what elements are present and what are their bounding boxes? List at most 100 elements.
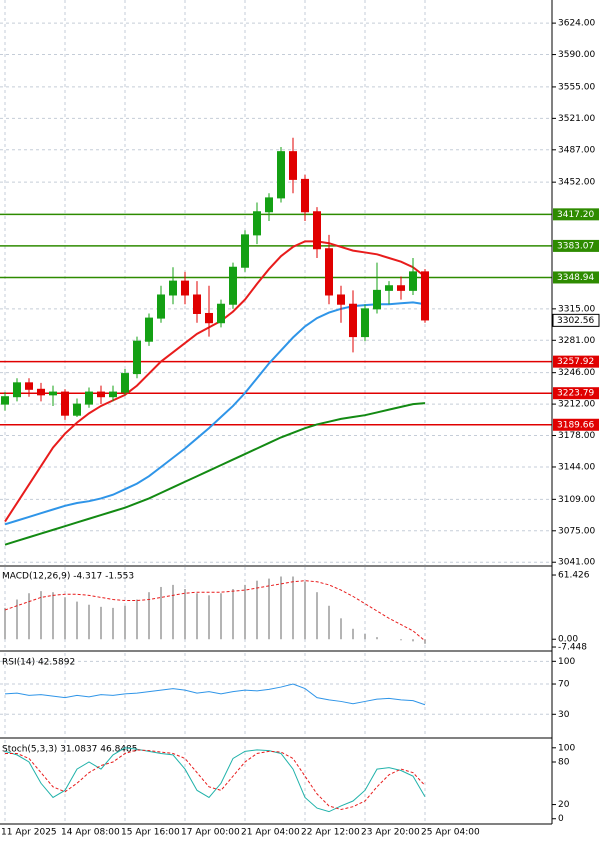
candle-body [85,391,93,405]
x-tick-label: 15 Apr 16:00 [121,828,180,838]
x-tick-label: 14 Apr 08:00 [61,828,120,838]
candle-body [217,303,225,324]
y-tick-label: 100 [558,657,575,667]
histogram-bar [352,628,354,640]
level-label: 3223.79 [557,389,594,399]
candle-body [97,391,105,398]
candle-body [325,248,333,296]
candle-body [313,211,321,250]
candle-body [277,151,285,199]
candle-body [181,280,189,296]
histogram-bar [40,591,42,640]
histogram-bar [256,580,258,640]
histogram-bar [64,597,66,640]
histogram-bar [412,639,414,642]
candle-body [61,391,69,416]
indicator-line [4,580,426,642]
indicator-line [4,240,426,523]
histogram-bar [196,593,198,640]
candle-body [121,373,129,393]
histogram-bar [28,593,30,640]
level-label: 3383.07 [557,241,594,251]
level-label: 3189.66 [557,420,594,430]
candle-body [361,308,369,338]
histogram-bar [244,584,246,640]
y-tick-label: 3315.00 [558,304,595,314]
y-tick-label: 3624.00 [558,19,595,29]
histogram-bar [124,605,126,640]
candle-body [409,271,417,291]
histogram-bar [220,593,222,640]
histogram-bar [304,581,306,640]
histogram-bar [340,618,342,640]
candle-body [193,294,201,314]
candle-body [253,211,261,236]
histogram-bar [160,586,162,640]
y-tick-label: 3109.00 [558,495,595,505]
y-tick-label: 3144.00 [558,462,595,472]
histogram-bar [280,576,282,640]
candle-body [133,340,141,375]
candle-body [265,197,273,213]
histogram-bar [424,639,426,644]
y-tick-label: 70 [558,680,570,690]
price-box [552,313,600,327]
histogram-bar [232,589,234,640]
histogram-bar [4,607,6,640]
level-label-box [553,208,599,221]
histogram-bar [16,599,18,640]
y-tick-label: 3246.00 [558,368,595,378]
candle-body [25,382,33,390]
level-label-box [553,271,599,284]
candle-body [1,396,9,405]
candle-body [37,388,45,396]
level-label: 3417.20 [557,210,594,220]
histogram-bar [184,589,186,640]
y-tick-label: 3281.00 [558,336,595,346]
indicator-line [4,402,426,546]
candle-body [241,234,249,268]
histogram-bar [76,601,78,640]
y-tick-label: 3041.00 [558,558,595,568]
candle-body [337,294,345,305]
y-tick-label: 3075.00 [558,526,595,536]
histogram-bar [316,592,318,640]
histogram-bar [172,584,174,640]
candle-body [289,151,297,180]
indicator-line [4,683,426,706]
price-label: 3302.56 [557,316,594,326]
histogram-bar [112,607,114,640]
candle-body [421,271,429,321]
y-tick-label: 3212.00 [558,400,595,410]
candle-body [157,294,165,319]
candle-body [145,317,153,342]
x-tick-label: 22 Apr 12:00 [301,828,360,838]
candle-body [349,303,357,338]
candle-body [373,289,381,310]
candle-body [205,312,213,324]
y-tick-label: 3178.00 [558,431,595,441]
y-tick-label: 30 [558,710,570,720]
y-tick-label: -7.448 [558,643,587,653]
panel-title: RSI(14) 42.5892 [2,658,75,668]
histogram-bar [136,599,138,640]
y-tick-label: 3590.00 [558,50,595,60]
histogram-bar [52,592,54,640]
x-tick-label: 23 Apr 20:00 [361,828,420,838]
candle-body [301,178,309,213]
histogram-bar [400,639,402,641]
y-tick-label: 20 [558,800,570,810]
histogram-bar [328,605,330,640]
x-tick-label: 21 Apr 04:00 [241,828,300,838]
y-tick-label: 3487.00 [558,145,595,155]
histogram-bar [88,604,90,640]
panel-title: MACD(12,26,9) -4.317 -1.553 [2,572,134,582]
candle-body [397,285,405,291]
panel-title: Stoch(5,3,3) 31.0837 46.8485 [2,745,137,755]
histogram-bar [100,606,102,640]
candle-body [73,403,81,416]
x-tick-label: 25 Apr 04:00 [421,828,480,838]
y-tick-label: 3521.00 [558,114,595,124]
y-tick-label: 61.426 [558,571,590,581]
